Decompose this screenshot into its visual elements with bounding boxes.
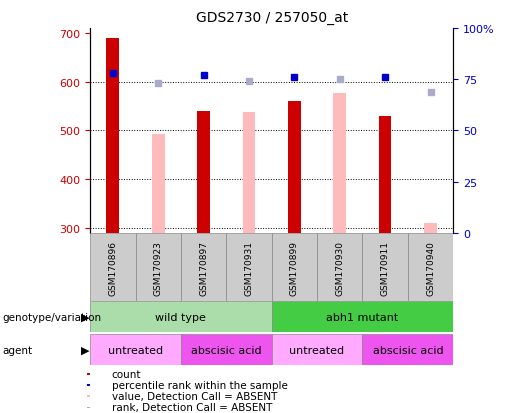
- Text: untreated: untreated: [108, 345, 163, 355]
- Bar: [197, 112, 210, 233]
- Text: GSM170911: GSM170911: [381, 240, 390, 295]
- Text: abh1 mutant: abh1 mutant: [327, 312, 399, 322]
- Text: genotype/variation: genotype/variation: [3, 312, 101, 322]
- Text: GSM170931: GSM170931: [245, 240, 253, 295]
- Bar: [135, 233, 181, 301]
- Bar: [88, 385, 90, 386]
- Text: wild type: wild type: [156, 312, 207, 322]
- Bar: [88, 396, 90, 397]
- Bar: [152, 135, 165, 233]
- Text: GSM170899: GSM170899: [290, 240, 299, 295]
- Bar: [288, 102, 301, 233]
- Bar: [363, 335, 453, 366]
- Text: agent: agent: [3, 345, 32, 355]
- Bar: [333, 94, 346, 233]
- Bar: [90, 233, 135, 301]
- Bar: [424, 223, 437, 233]
- Bar: [379, 116, 391, 233]
- Bar: [317, 233, 363, 301]
- Text: GSM170930: GSM170930: [335, 240, 344, 295]
- Text: ▶: ▶: [81, 312, 89, 322]
- Text: abscisic acid: abscisic acid: [191, 345, 262, 355]
- Text: GSM170896: GSM170896: [108, 240, 117, 295]
- Bar: [272, 233, 317, 301]
- Text: count: count: [112, 369, 141, 379]
- Bar: [226, 233, 272, 301]
- Bar: [181, 335, 272, 366]
- Text: GSM170940: GSM170940: [426, 240, 435, 295]
- Bar: [272, 335, 363, 366]
- Bar: [88, 373, 90, 375]
- Text: percentile rank within the sample: percentile rank within the sample: [112, 380, 287, 390]
- Bar: [243, 113, 255, 233]
- Bar: [181, 233, 226, 301]
- Text: untreated: untreated: [289, 345, 345, 355]
- Text: GSM170923: GSM170923: [153, 240, 163, 295]
- Bar: [363, 233, 408, 301]
- Bar: [88, 407, 90, 408]
- Title: GDS2730 / 257050_at: GDS2730 / 257050_at: [196, 11, 348, 25]
- Text: rank, Detection Call = ABSENT: rank, Detection Call = ABSENT: [112, 402, 272, 413]
- Text: value, Detection Call = ABSENT: value, Detection Call = ABSENT: [112, 391, 277, 401]
- Bar: [408, 233, 453, 301]
- Bar: [90, 335, 181, 366]
- Text: abscisic acid: abscisic acid: [372, 345, 443, 355]
- Text: ▶: ▶: [81, 345, 89, 355]
- Text: GSM170897: GSM170897: [199, 240, 208, 295]
- Bar: [272, 301, 453, 332]
- Bar: [90, 301, 272, 332]
- Bar: [107, 39, 119, 233]
